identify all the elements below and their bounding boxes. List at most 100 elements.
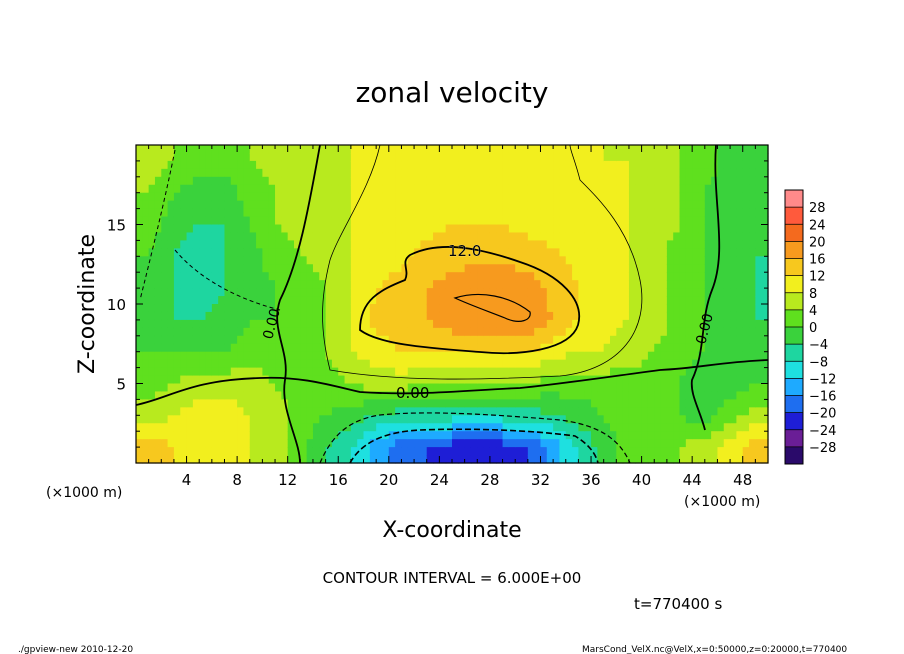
heatmap-cell bbox=[350, 375, 358, 385]
heatmap-cell bbox=[300, 407, 308, 416]
heatmap-cell bbox=[698, 359, 706, 369]
heatmap-cell bbox=[610, 264, 617, 273]
contour-12 bbox=[359, 246, 581, 355]
heatmap-cell bbox=[736, 184, 744, 194]
heatmap-cell bbox=[452, 407, 459, 416]
heatmap-cell bbox=[666, 192, 674, 202]
heatmap-cell bbox=[180, 343, 188, 353]
heatmap-cell bbox=[439, 351, 447, 361]
heatmap-cell bbox=[730, 264, 737, 273]
heatmap-cell bbox=[262, 272, 270, 281]
heatmap-cell bbox=[761, 232, 769, 241]
heatmap-cell bbox=[161, 335, 169, 345]
heatmap-cell bbox=[148, 160, 156, 170]
heatmap-cell bbox=[591, 375, 598, 385]
heatmap-cell bbox=[287, 351, 295, 361]
heatmap-cell bbox=[312, 272, 320, 281]
heatmap-cell bbox=[344, 208, 352, 218]
heatmap-cell bbox=[338, 168, 346, 178]
heatmap-cell bbox=[420, 351, 428, 361]
heatmap-cell bbox=[369, 152, 377, 162]
heatmap-cell bbox=[591, 208, 598, 218]
heatmap-cell bbox=[439, 375, 447, 385]
heatmap-cell bbox=[414, 145, 421, 154]
heatmap-cell bbox=[553, 447, 561, 456]
heatmap-cell bbox=[338, 431, 346, 440]
heatmap-cell bbox=[464, 431, 472, 440]
heatmap-cell bbox=[622, 160, 630, 170]
heatmap-cell bbox=[312, 216, 320, 226]
heatmap-cell bbox=[319, 200, 327, 210]
heatmap-cell bbox=[628, 343, 636, 353]
heatmap-cell bbox=[584, 160, 592, 170]
heatmap-cell bbox=[666, 311, 674, 321]
heatmap-cell bbox=[704, 447, 712, 456]
heatmap-cell bbox=[173, 311, 181, 321]
heatmap-cell bbox=[673, 375, 681, 385]
heatmap-cell bbox=[654, 415, 662, 424]
heatmap-cell bbox=[211, 311, 219, 321]
heatmap-cell bbox=[224, 423, 232, 432]
heatmap-cell bbox=[521, 311, 529, 321]
heatmap-cell bbox=[350, 248, 358, 257]
heatmap-cell bbox=[666, 248, 674, 257]
heatmap-cell bbox=[660, 176, 668, 186]
heatmap-cell bbox=[186, 145, 194, 154]
heatmap-cell bbox=[483, 304, 491, 313]
heatmap-cell bbox=[641, 415, 649, 424]
heatmap-cell bbox=[755, 327, 763, 337]
heatmap-cell bbox=[666, 431, 674, 440]
heatmap-cell bbox=[294, 311, 301, 321]
heatmap-cell bbox=[578, 160, 586, 170]
heatmap-cell bbox=[616, 176, 624, 186]
heatmap-cell bbox=[357, 383, 365, 393]
heatmap-cell bbox=[167, 311, 175, 321]
heatmap-cell bbox=[218, 152, 226, 162]
heatmap-cell bbox=[230, 304, 238, 313]
heatmap-cell bbox=[142, 232, 150, 241]
heatmap-cell bbox=[553, 455, 561, 464]
heatmap-cell bbox=[464, 240, 472, 249]
heatmap-cell bbox=[281, 176, 289, 186]
heatmap-cell bbox=[477, 232, 485, 241]
heatmap-cell bbox=[616, 264, 624, 273]
heatmap-cell bbox=[420, 335, 428, 345]
heatmap-cell bbox=[445, 335, 453, 345]
heatmap-cell bbox=[173, 256, 181, 265]
heatmap-cell bbox=[218, 439, 226, 448]
heatmap-cell bbox=[464, 168, 472, 178]
heatmap-cell bbox=[218, 375, 226, 385]
heatmap-cell bbox=[591, 224, 598, 234]
heatmap-cell bbox=[205, 455, 213, 464]
heatmap-cell bbox=[395, 272, 403, 281]
heatmap-cell bbox=[452, 343, 459, 353]
heatmap-cell bbox=[180, 351, 188, 361]
heatmap-cell bbox=[433, 152, 440, 162]
heatmap-cell bbox=[420, 311, 428, 321]
heatmap-cell bbox=[300, 288, 308, 297]
heatmap-cell bbox=[635, 447, 643, 456]
heatmap-cell bbox=[338, 145, 346, 154]
heatmap-cell bbox=[597, 264, 605, 273]
heatmap-cell bbox=[673, 264, 681, 273]
heatmap-cell bbox=[546, 296, 554, 305]
heatmap-cell bbox=[597, 192, 605, 202]
heatmap-cell bbox=[622, 407, 630, 416]
heatmap-cell bbox=[224, 232, 232, 241]
heatmap-cell bbox=[749, 367, 756, 377]
heatmap-cell bbox=[660, 304, 668, 313]
heatmap-cell bbox=[736, 327, 744, 337]
heatmap-cell bbox=[685, 415, 693, 424]
heatmap-cell bbox=[679, 311, 687, 321]
heatmap-cell bbox=[603, 288, 611, 297]
heatmap-cell bbox=[439, 335, 447, 345]
heatmap-cell bbox=[306, 176, 314, 186]
heatmap-cell bbox=[262, 296, 270, 305]
heatmap-cell bbox=[319, 327, 327, 337]
heatmap-cell bbox=[275, 407, 282, 416]
heatmap-cell bbox=[502, 375, 510, 385]
heatmap-cell bbox=[736, 176, 744, 186]
heatmap-cell bbox=[635, 264, 643, 273]
heatmap-cell bbox=[635, 240, 643, 249]
heatmap-cell bbox=[312, 359, 320, 369]
